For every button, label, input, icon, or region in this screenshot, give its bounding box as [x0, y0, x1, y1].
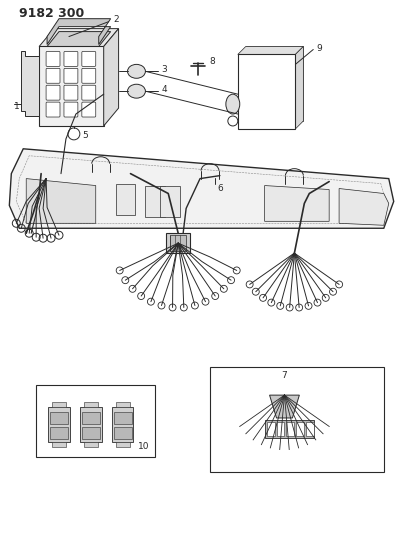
- FancyBboxPatch shape: [46, 85, 60, 100]
- Bar: [80, 407, 102, 442]
- Bar: [84, 442, 98, 447]
- Text: 10: 10: [138, 442, 149, 451]
- Text: 2: 2: [114, 15, 120, 24]
- Bar: [113, 427, 132, 439]
- FancyBboxPatch shape: [64, 102, 78, 117]
- Bar: [39, 46, 104, 126]
- Polygon shape: [47, 31, 111, 46]
- FancyBboxPatch shape: [82, 85, 96, 100]
- Bar: [267, 422, 275, 436]
- Polygon shape: [104, 29, 119, 126]
- Bar: [306, 422, 314, 436]
- FancyBboxPatch shape: [64, 85, 78, 100]
- Bar: [296, 422, 304, 436]
- Text: 6: 6: [217, 184, 223, 193]
- Text: 5: 5: [82, 132, 88, 140]
- Bar: [145, 185, 165, 217]
- Bar: [277, 422, 284, 436]
- Text: 1: 1: [14, 102, 20, 110]
- Ellipse shape: [226, 94, 240, 114]
- Bar: [115, 442, 129, 447]
- Bar: [238, 54, 296, 129]
- FancyBboxPatch shape: [46, 52, 60, 67]
- Bar: [52, 442, 66, 447]
- Polygon shape: [265, 185, 329, 221]
- Text: 3: 3: [162, 65, 167, 74]
- Bar: [160, 185, 180, 217]
- Polygon shape: [47, 19, 111, 45]
- FancyBboxPatch shape: [82, 68, 96, 83]
- Bar: [246, 46, 303, 121]
- Text: 7: 7: [282, 371, 287, 379]
- Bar: [166, 233, 190, 253]
- FancyBboxPatch shape: [46, 102, 60, 117]
- Bar: [50, 427, 68, 439]
- Bar: [286, 422, 294, 436]
- Bar: [82, 412, 100, 424]
- Bar: [82, 427, 100, 439]
- Ellipse shape: [127, 64, 145, 78]
- Text: 8: 8: [209, 57, 215, 66]
- Bar: [170, 235, 186, 251]
- Polygon shape: [270, 395, 299, 418]
- FancyBboxPatch shape: [82, 102, 96, 117]
- Polygon shape: [238, 46, 303, 54]
- Ellipse shape: [127, 84, 145, 98]
- Bar: [52, 402, 66, 407]
- Bar: [50, 412, 68, 424]
- Bar: [113, 412, 132, 424]
- Bar: [112, 407, 134, 442]
- Bar: [115, 183, 136, 215]
- Bar: [265, 420, 314, 438]
- FancyBboxPatch shape: [64, 52, 78, 67]
- Bar: [210, 367, 384, 472]
- FancyBboxPatch shape: [46, 68, 60, 83]
- Polygon shape: [26, 179, 96, 223]
- Text: 9182 300: 9182 300: [19, 7, 85, 20]
- Bar: [36, 385, 155, 457]
- Bar: [115, 402, 129, 407]
- FancyBboxPatch shape: [64, 68, 78, 83]
- Text: 4: 4: [162, 85, 167, 94]
- Polygon shape: [9, 149, 394, 228]
- Bar: [84, 402, 98, 407]
- Polygon shape: [296, 46, 303, 129]
- FancyBboxPatch shape: [82, 52, 96, 67]
- Polygon shape: [339, 189, 389, 225]
- Polygon shape: [39, 29, 119, 46]
- Bar: [48, 407, 70, 442]
- Polygon shape: [21, 52, 39, 116]
- Text: 9: 9: [316, 44, 322, 53]
